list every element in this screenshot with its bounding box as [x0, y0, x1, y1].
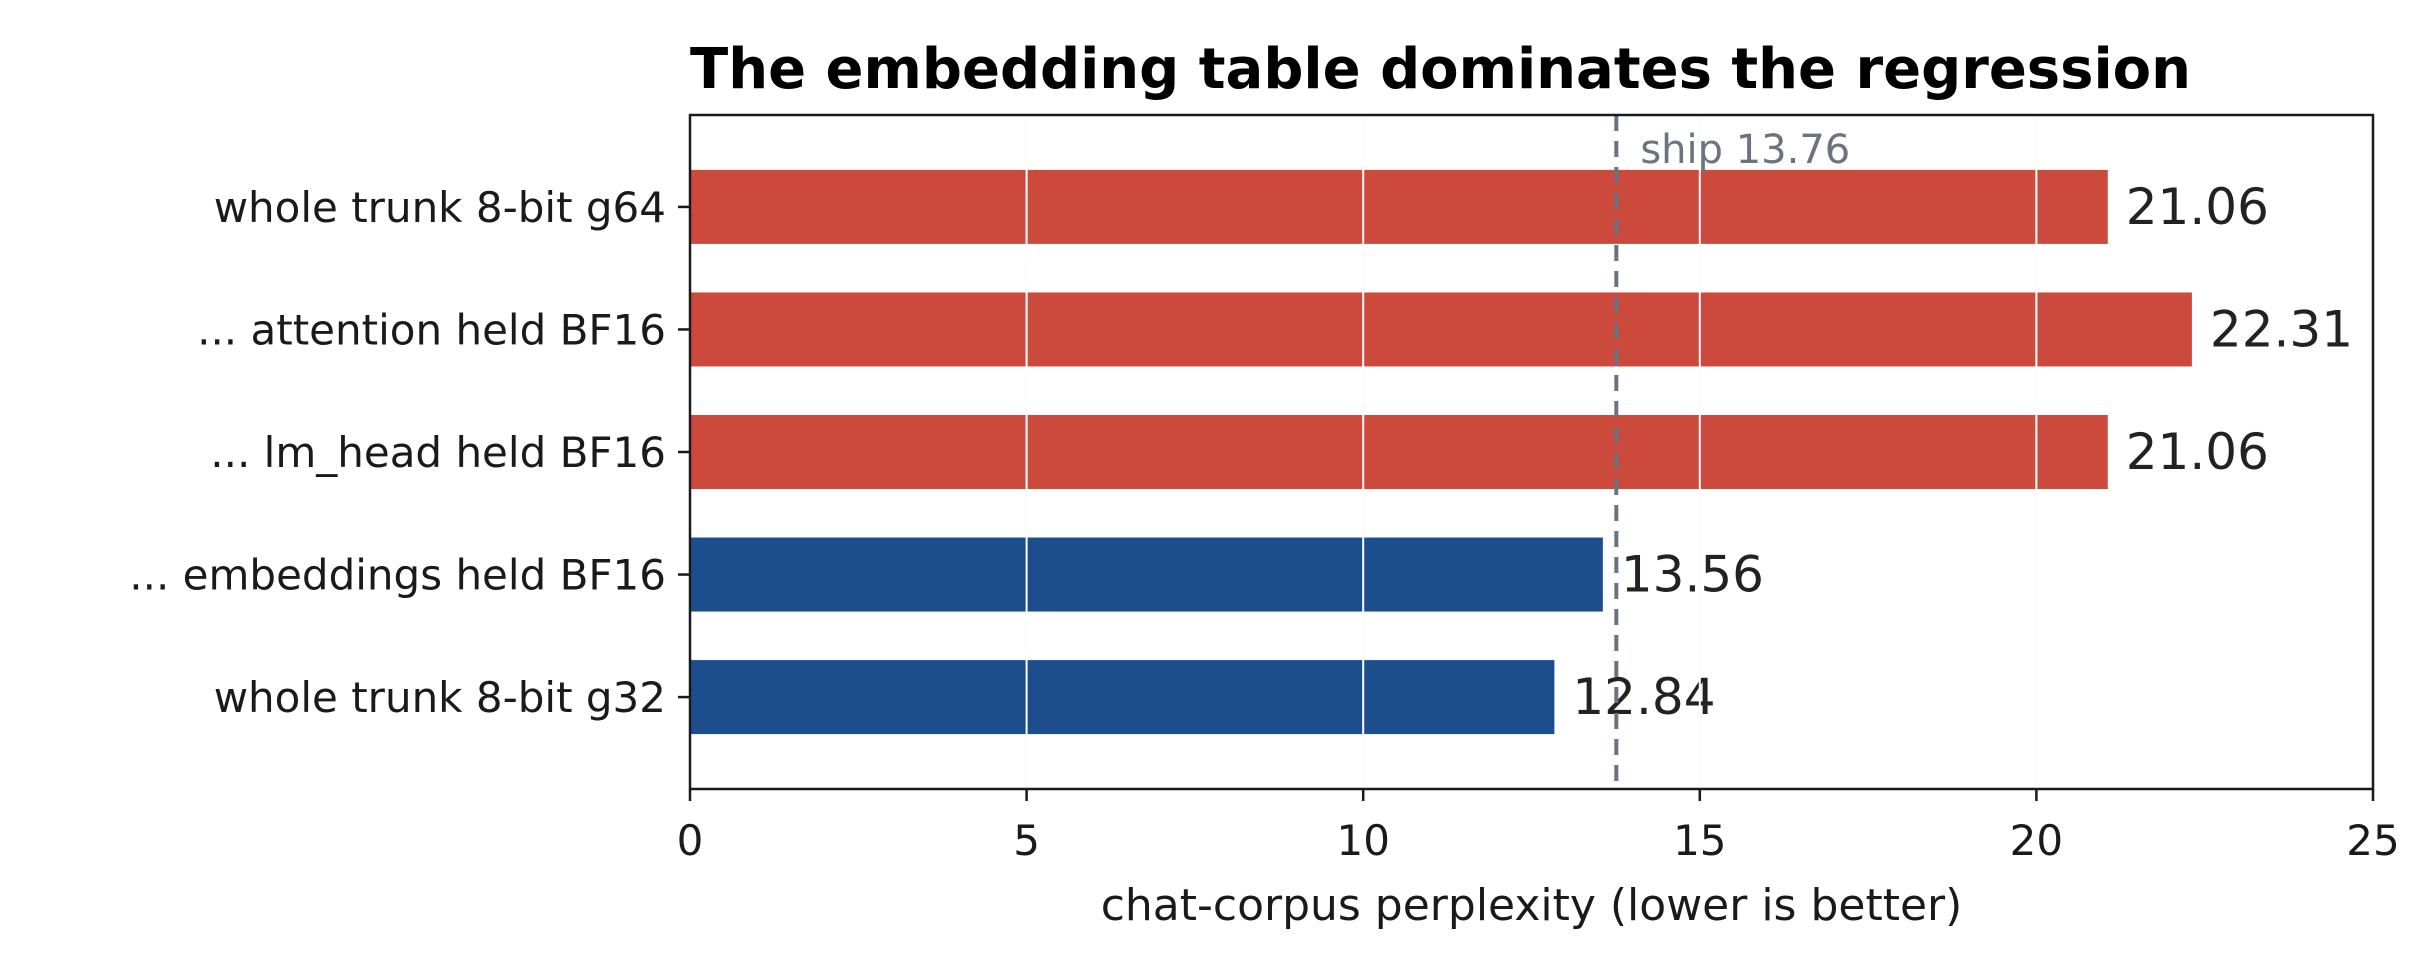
x-tick-label: 0 — [677, 816, 704, 865]
bars: 21.06 22.31 21.06 13.56 12.84 — [690, 115, 2353, 789]
value-label: 12.84 — [1572, 668, 1715, 726]
value-label: 21.06 — [2126, 178, 2269, 236]
x-tick-label: 5 — [1013, 816, 1040, 865]
value-label: 13.56 — [1621, 546, 1764, 604]
bar — [690, 169, 2108, 244]
x-axis-label: chat-corpus perplexity (lower is better) — [1101, 880, 1963, 931]
y-tick-label: ... embeddings held BF16 — [129, 551, 666, 600]
reference-line-label: ship 13.76 — [1640, 127, 1850, 173]
bar — [690, 660, 1555, 735]
value-label: 22.31 — [2210, 300, 2353, 358]
bar — [690, 537, 1603, 612]
y-tick-label: ... lm_head held BF16 — [210, 428, 666, 477]
y-tick-label: whole trunk 8-bit g64 — [214, 183, 666, 232]
axes: 0 5 10 15 20 25 whole trunk 8-bit g64 ... atten… — [129, 183, 2399, 865]
bar — [690, 292, 2192, 367]
reference-line-group: ship 13.76 — [1614, 115, 1850, 789]
x-tick-label: 20 — [2010, 816, 2063, 865]
chart-title: The embedding table dominates the regres… — [690, 37, 2191, 102]
x-tick-label: 10 — [1336, 816, 1389, 865]
x-tick-label: 25 — [2346, 816, 2399, 865]
y-tick-label: whole trunk 8-bit g32 — [214, 673, 666, 722]
value-label: 21.06 — [2126, 423, 2269, 481]
x-tick-label: 15 — [1673, 816, 1726, 865]
bar — [690, 415, 2108, 489]
y-tick-label: ... attention held BF16 — [197, 305, 666, 354]
